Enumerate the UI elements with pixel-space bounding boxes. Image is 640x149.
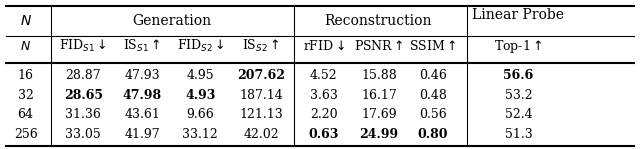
Text: FID$_{S2}$$\downarrow$: FID$_{S2}$$\downarrow$ bbox=[177, 38, 224, 54]
Text: 47.93: 47.93 bbox=[124, 69, 160, 83]
Text: 16: 16 bbox=[18, 69, 34, 83]
Text: $N$: $N$ bbox=[20, 40, 31, 53]
Text: 17.69: 17.69 bbox=[361, 108, 397, 121]
Text: 4.95: 4.95 bbox=[186, 69, 214, 83]
Text: 31.36: 31.36 bbox=[65, 108, 101, 121]
Text: Reconstruction: Reconstruction bbox=[324, 14, 432, 28]
Text: FID$_{S1}$$\downarrow$: FID$_{S1}$$\downarrow$ bbox=[60, 38, 107, 54]
Text: 28.87: 28.87 bbox=[65, 69, 101, 83]
Text: Generation: Generation bbox=[132, 14, 211, 28]
Text: 15.88: 15.88 bbox=[361, 69, 397, 83]
Text: 42.02: 42.02 bbox=[243, 128, 279, 141]
Text: Linear Probe: Linear Probe bbox=[472, 8, 564, 22]
Text: 187.14: 187.14 bbox=[239, 89, 283, 102]
Text: 52.4: 52.4 bbox=[504, 108, 532, 121]
Text: 28.65: 28.65 bbox=[64, 89, 102, 102]
Text: IS$_{S2}$$\uparrow$: IS$_{S2}$$\uparrow$ bbox=[243, 38, 280, 54]
Text: 33.12: 33.12 bbox=[182, 128, 218, 141]
Text: 0.63: 0.63 bbox=[308, 128, 339, 141]
Text: 121.13: 121.13 bbox=[239, 108, 283, 121]
Text: $N$: $N$ bbox=[20, 14, 31, 28]
Text: 16.17: 16.17 bbox=[361, 89, 397, 102]
Text: 0.46: 0.46 bbox=[419, 69, 447, 83]
Text: 2.20: 2.20 bbox=[310, 108, 338, 121]
Text: 41.97: 41.97 bbox=[124, 128, 160, 141]
Text: 56.6: 56.6 bbox=[503, 69, 534, 83]
Text: 33.05: 33.05 bbox=[65, 128, 101, 141]
Text: SSIM$\uparrow$: SSIM$\uparrow$ bbox=[409, 39, 456, 53]
Text: 9.66: 9.66 bbox=[186, 108, 214, 121]
Text: 0.56: 0.56 bbox=[419, 108, 447, 121]
Text: 256: 256 bbox=[13, 128, 38, 141]
Text: Top-1$\uparrow$: Top-1$\uparrow$ bbox=[494, 38, 543, 55]
Text: PSNR$\uparrow$: PSNR$\uparrow$ bbox=[354, 39, 404, 53]
Text: rFID$\downarrow$: rFID$\downarrow$ bbox=[303, 39, 345, 53]
Text: IS$_{S1}$$\uparrow$: IS$_{S1}$$\uparrow$ bbox=[124, 38, 161, 54]
Text: 207.62: 207.62 bbox=[237, 69, 285, 83]
Text: 24.99: 24.99 bbox=[359, 128, 399, 141]
Text: 53.2: 53.2 bbox=[504, 89, 532, 102]
Text: 51.3: 51.3 bbox=[504, 128, 532, 141]
Text: 64: 64 bbox=[18, 108, 34, 121]
Text: 0.80: 0.80 bbox=[417, 128, 448, 141]
Text: 32: 32 bbox=[18, 89, 33, 102]
Text: 4.52: 4.52 bbox=[310, 69, 338, 83]
Text: 43.61: 43.61 bbox=[124, 108, 160, 121]
Text: 0.48: 0.48 bbox=[419, 89, 447, 102]
Text: 3.63: 3.63 bbox=[310, 89, 338, 102]
Text: 47.98: 47.98 bbox=[122, 89, 162, 102]
Text: 4.93: 4.93 bbox=[185, 89, 216, 102]
